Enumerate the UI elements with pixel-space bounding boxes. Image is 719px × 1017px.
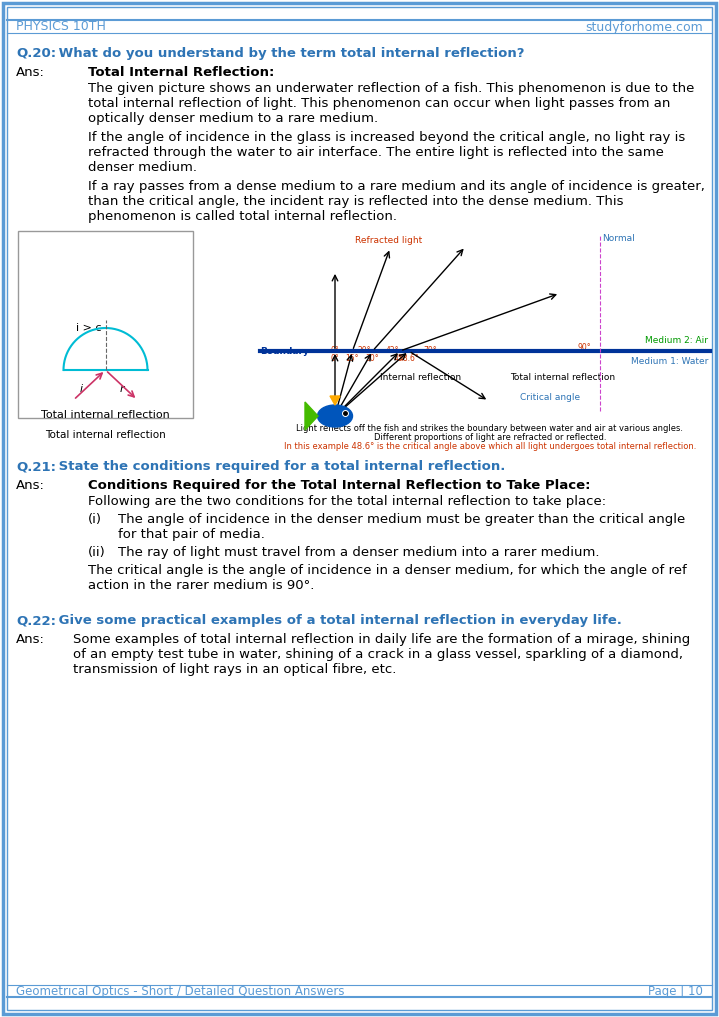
Text: Total internal reflection: Total internal reflection [41, 410, 170, 420]
Text: phenomenon is called total internal reflection.: phenomenon is called total internal refl… [88, 210, 397, 223]
Polygon shape [330, 396, 340, 405]
Text: Total Internal Reflection:: Total Internal Reflection: [88, 66, 275, 79]
Text: Normal: Normal [602, 234, 635, 243]
Text: for that pair of media.: for that pair of media. [118, 528, 265, 541]
Text: r: r [119, 384, 124, 394]
Text: Ans:: Ans: [16, 479, 45, 492]
Bar [18, 231, 193, 418]
Text: The angle of incidence in the denser medium must be greater than the critical an: The angle of incidence in the denser med… [118, 513, 685, 526]
Text: action in the rarer medium is 90°.: action in the rarer medium is 90°. [88, 579, 314, 592]
Text: Different proportions of light are refracted or reflected.: Different proportions of light are refra… [374, 433, 606, 442]
Text: Following are the two conditions for the total internal reflection to take place: Following are the two conditions for the… [88, 495, 606, 508]
Text: What do you understand by the term total internal reflection?: What do you understand by the term total… [54, 47, 524, 60]
Polygon shape [305, 402, 318, 430]
Text: Ans:: Ans: [16, 633, 45, 646]
Text: Q.22:: Q.22: [16, 614, 56, 627]
Text: In this example 48.6° is the critical angle above which all light undergoes tota: In this example 48.6° is the critical an… [284, 442, 696, 451]
Text: If a ray passes from a dense medium to a rare medium and its angle of incidence : If a ray passes from a dense medium to a… [88, 180, 705, 193]
Text: Internal reflection: Internal reflection [380, 373, 461, 382]
Text: studyforhome.com: studyforhome.com [585, 20, 703, 34]
Text: (i): (i) [88, 513, 102, 526]
Text: If the angle of incidence in the glass is increased beyond the critical angle, n: If the angle of incidence in the glass i… [88, 131, 685, 144]
Text: The ray of light must travel from a denser medium into a rarer medium.: The ray of light must travel from a dens… [118, 546, 600, 559]
Text: Geometrical Optics - Short / Detailed Question Answers: Geometrical Optics - Short / Detailed Qu… [16, 984, 344, 998]
Text: 45°: 45° [393, 354, 407, 363]
Text: transmission of light rays in an optical fibre, etc.: transmission of light rays in an optical… [73, 663, 396, 676]
Text: optically denser medium to a rare medium.: optically denser medium to a rare medium… [88, 112, 378, 125]
Text: than the critical angle, the incident ray is reflected into the dense medium. Th: than the critical angle, the incident ra… [88, 195, 623, 208]
Text: denser medium.: denser medium. [88, 161, 197, 174]
Text: 15°: 15° [346, 354, 360, 363]
Text: 48.6°: 48.6° [398, 354, 419, 363]
Text: i > c: i > c [75, 323, 101, 333]
Text: of an empty test tube in water, shining of a crack in a glass vessel, sparkling : of an empty test tube in water, shining … [73, 648, 683, 661]
Text: 90°: 90° [578, 343, 592, 352]
Ellipse shape [318, 405, 352, 427]
Text: Light reflects off the fish and strikes the boundary between water and air at va: Light reflects off the fish and strikes … [296, 424, 684, 433]
Text: Medium 2: Air: Medium 2: Air [645, 336, 708, 345]
Text: Total internal reflection: Total internal reflection [45, 430, 166, 440]
Text: 70°: 70° [423, 346, 437, 355]
Text: Boundary: Boundary [260, 347, 309, 356]
Text: (ii): (ii) [88, 546, 106, 559]
Text: Ans:: Ans: [16, 66, 45, 79]
Text: Critical angle: Critical angle [520, 393, 580, 402]
Text: Medium 1: Water: Medium 1: Water [631, 357, 708, 366]
Text: Conditions Required for the Total Internal Reflection to Take Place:: Conditions Required for the Total Intern… [88, 479, 590, 492]
Text: Q.20:: Q.20: [16, 47, 56, 60]
Text: Give some practical examples of a total internal reflection in everyday life.: Give some practical examples of a total … [54, 614, 622, 627]
Text: Refracted light: Refracted light [355, 236, 422, 245]
Text: Some examples of total internal reflection in daily life are the formation of a : Some examples of total internal reflecti… [73, 633, 690, 646]
Text: refracted through the water to air interface. The entire light is reflected into: refracted through the water to air inter… [88, 146, 664, 159]
Text: Page | 10: Page | 10 [648, 984, 703, 998]
Text: total internal reflection of light. This phenomenon can occur when light passes : total internal reflection of light. This… [88, 97, 670, 110]
Text: i: i [80, 384, 83, 394]
Text: 30°: 30° [366, 354, 380, 363]
Text: PHYSICS 10TH: PHYSICS 10TH [16, 20, 106, 34]
Text: 20°: 20° [357, 346, 371, 355]
Text: The given picture shows an underwater reflection of a fish. This phenomenon is d: The given picture shows an underwater re… [88, 82, 695, 95]
Text: 42°: 42° [386, 346, 399, 355]
Text: 0°: 0° [331, 354, 339, 363]
Text: State the conditions required for a total internal reflection.: State the conditions required for a tota… [54, 460, 505, 473]
Text: 0°: 0° [331, 346, 339, 355]
Text: Total internal reflection: Total internal reflection [510, 373, 615, 382]
Text: Q.21:: Q.21: [16, 460, 56, 473]
Text: The critical angle is the angle of incidence in a denser medium, for which the a: The critical angle is the angle of incid… [88, 564, 687, 577]
